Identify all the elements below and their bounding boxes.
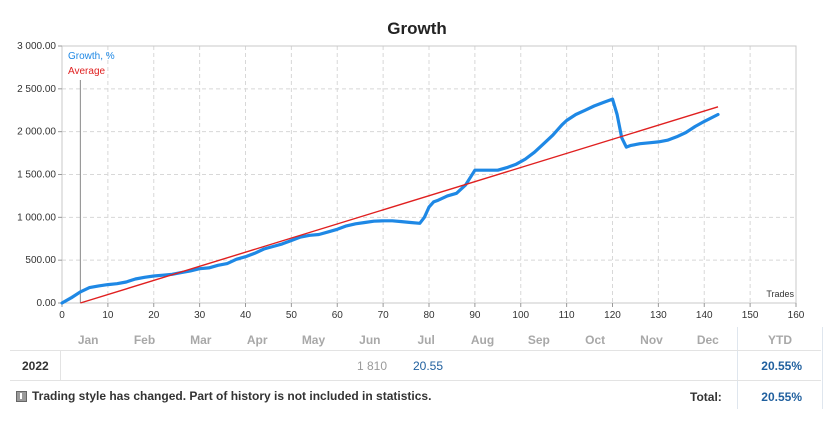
x-tick-label: 20 — [148, 310, 160, 321]
x-tick-label: 0 — [59, 310, 65, 321]
chart-title: Growth — [387, 19, 447, 38]
month-header-apr: Apr — [246, 333, 268, 347]
y-tick-label: 3 000.00 — [17, 41, 56, 52]
year-divider — [60, 350, 61, 380]
x-tick-label: 90 — [469, 310, 481, 321]
x-tick-label: 100 — [512, 310, 529, 321]
ytd-header: YTD — [768, 333, 792, 347]
month-header-jun: Jun — [359, 333, 381, 347]
x-tick-label: 130 — [650, 310, 667, 321]
x-tick-label: 160 — [788, 310, 805, 321]
month-header-may: May — [301, 333, 326, 347]
x-tick-label: 110 — [559, 310, 575, 321]
month-header-mar: Mar — [190, 333, 212, 347]
chart-series — [60, 97, 720, 305]
y-tick-label: 2 000.00 — [17, 127, 56, 138]
jun-value: 1 810 — [357, 359, 388, 373]
x-tick-label: 150 — [742, 310, 759, 321]
table-divider — [10, 350, 821, 351]
growth-series-line — [60, 97, 720, 305]
y-tick-label: 1 000.00 — [17, 212, 56, 223]
month-header-sep: Sep — [527, 333, 550, 347]
month-header-nov: Nov — [640, 333, 663, 347]
month-header-feb: Feb — [133, 333, 156, 347]
month-header-oct: Oct — [585, 333, 606, 347]
jul-value: 20.55 — [413, 359, 444, 373]
legend-average: Average — [68, 66, 106, 77]
x-tick-label: 80 — [423, 310, 435, 321]
x-tick-label: 70 — [378, 310, 390, 321]
y-tick-label: 0.00 — [37, 298, 57, 309]
note-text: Trading style has changed. Part of histo… — [32, 389, 432, 403]
x-tick-label: 40 — [240, 310, 252, 321]
y-tick-label: 2 500.00 — [17, 84, 56, 95]
month-header-row: Jan Feb Mar Apr May Jun Jul Aug Sep Oct Nov Dec — [60, 333, 736, 347]
x-axis-ticks: 0 10 20 30 40 50 60 70 80 90 100 110 120 130 140 150 160 — [59, 303, 805, 321]
x-axis-label: Trades — [766, 289, 794, 299]
chart-grid — [62, 46, 796, 303]
y-tick-label: 500.00 — [25, 255, 56, 266]
month-header-jul: Jul — [417, 333, 435, 347]
x-tick-label: 120 — [604, 310, 621, 321]
growth-chart: Growth 0.00 500.00 1 000.00 1 500.00 2 000.0… — [17, 19, 805, 321]
month-header-dec: Dec — [696, 333, 719, 347]
trading-style-note: Trading style has changed. Part of histo… — [16, 389, 431, 403]
average-series-line — [80, 106, 719, 304]
year-label: 2022 — [22, 359, 49, 373]
y-axis-ticks: 0.00 500.00 1 000.00 1 500.00 2 000.00 2 500.… — [17, 41, 62, 309]
legend-growth: Growth, % — [68, 51, 115, 62]
x-tick-label: 60 — [332, 310, 344, 321]
month-header-jan: Jan — [77, 333, 99, 347]
total-value: 20.55% — [761, 390, 802, 404]
x-tick-label: 10 — [102, 310, 114, 321]
table-divider — [10, 380, 821, 381]
x-tick-label: 50 — [286, 310, 298, 321]
info-square-icon — [16, 390, 27, 402]
ytd-value: 20.55% — [761, 359, 802, 373]
y-tick-label: 1 500.00 — [17, 170, 56, 181]
chart-legend: Growth, % Average — [68, 51, 115, 77]
month-header-aug: Aug — [470, 333, 495, 347]
x-tick-label: 140 — [696, 310, 713, 321]
ytd-column — [737, 327, 823, 409]
x-tick-label: 30 — [194, 310, 206, 321]
total-label: Total: — [690, 390, 722, 404]
